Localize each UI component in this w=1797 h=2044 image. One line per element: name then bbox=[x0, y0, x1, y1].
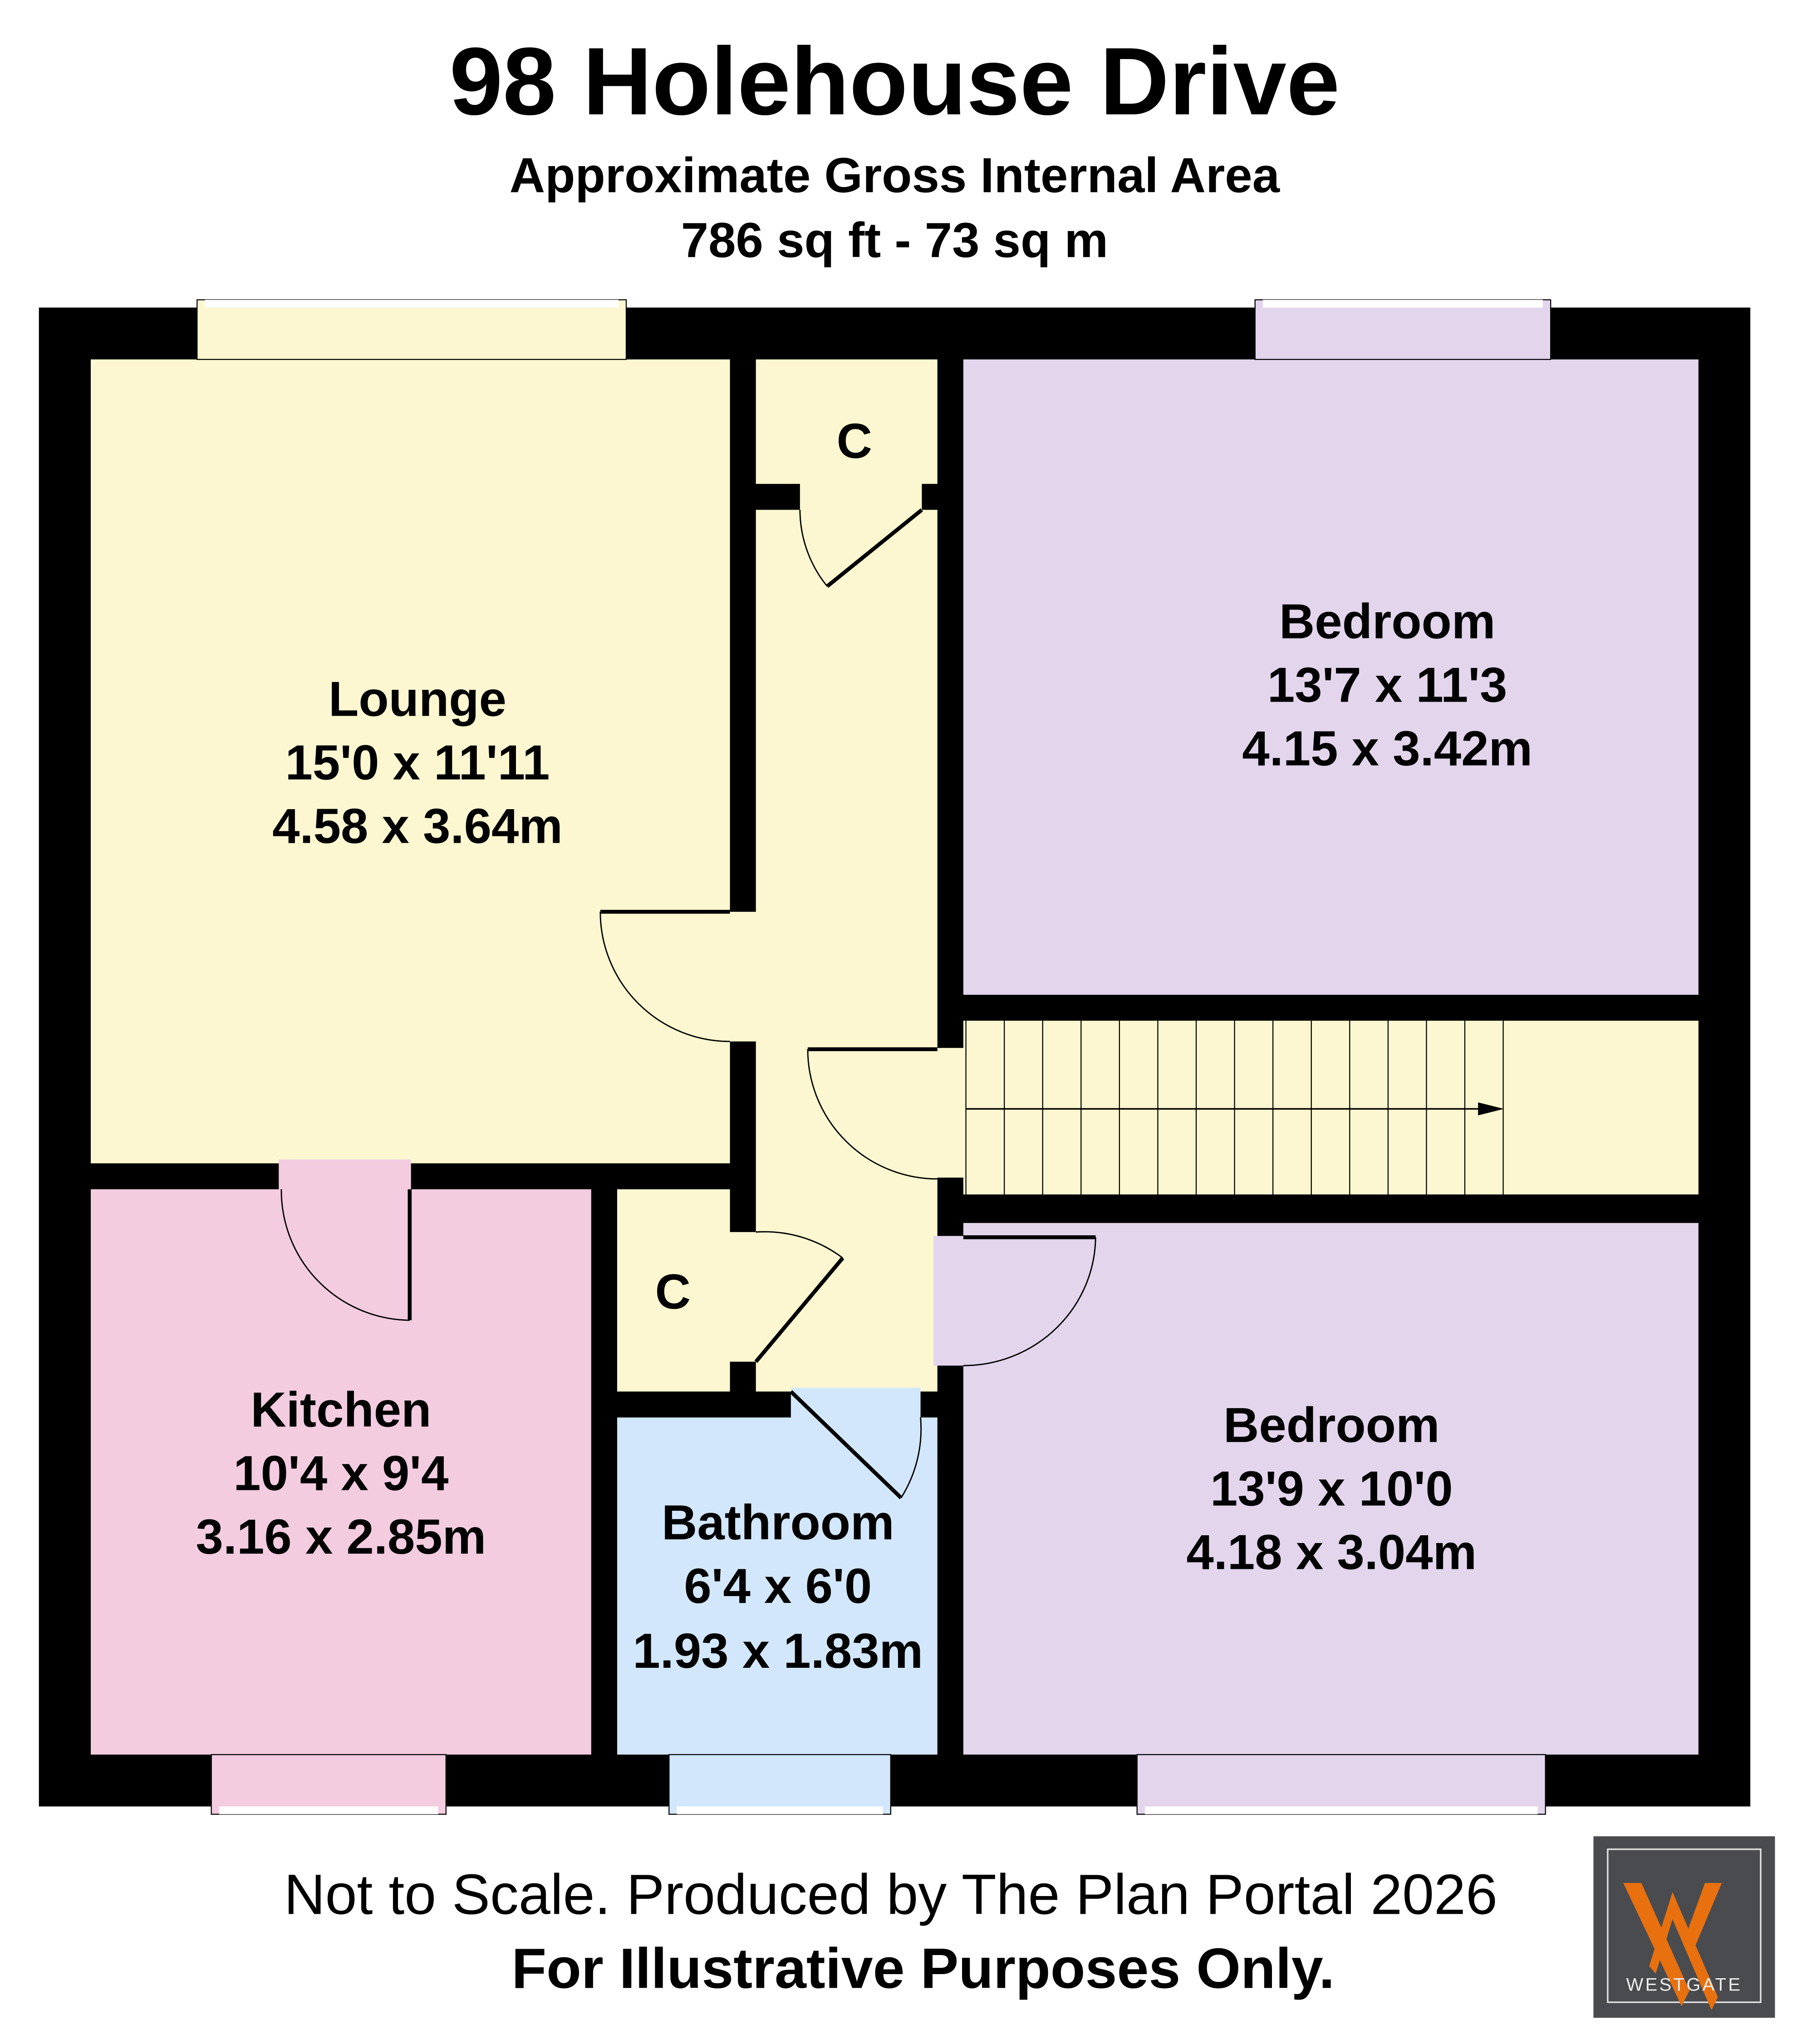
room-lounge: Lounge 15'0 x 11'11 4.58 x 3.64m bbox=[272, 672, 563, 854]
room-imperial: 13'7 x 11'3 bbox=[1267, 658, 1507, 712]
room-imperial: 6'4 x 6'0 bbox=[684, 1559, 872, 1614]
door-kitchen[interactable] bbox=[280, 1189, 412, 1321]
door-lounge[interactable] bbox=[599, 909, 730, 1042]
cupboard2-doorway bbox=[726, 1232, 760, 1362]
door-cupboard1[interactable] bbox=[799, 508, 923, 588]
room-cupboard2: C bbox=[655, 1264, 691, 1319]
room-cupboard1: C bbox=[837, 414, 872, 469]
kitchen-area bbox=[91, 1189, 591, 1755]
doors bbox=[280, 508, 1096, 1499]
staircase bbox=[965, 1021, 1504, 1195]
room-metric: 4.58 x 3.64m bbox=[272, 799, 563, 854]
window-lounge bbox=[196, 299, 627, 360]
window-bedroom1 bbox=[1254, 299, 1552, 360]
hall-opening-lounge bbox=[726, 912, 760, 1042]
room-name: Bathroom bbox=[662, 1495, 894, 1550]
room-kitchen: Kitchen 10'4 x 9'4 3.16 x 2.85m bbox=[196, 1382, 486, 1564]
door-bedroom2[interactable] bbox=[963, 1235, 1096, 1366]
gross-area: 786 sq ft - 73 sq m bbox=[681, 213, 1108, 268]
arrow-head-icon bbox=[1478, 1102, 1504, 1115]
room-imperial: 13'9 x 10'0 bbox=[1210, 1462, 1453, 1517]
room-metric: 1.93 x 1.83m bbox=[633, 1624, 923, 1679]
bathroom-area bbox=[617, 1417, 938, 1755]
windows bbox=[196, 299, 1552, 1815]
window-bathroom bbox=[668, 1754, 891, 1815]
stairs-area bbox=[963, 1021, 1699, 1194]
room-imperial: 15'0 x 11'11 bbox=[285, 736, 550, 791]
room-name: Bedroom bbox=[1223, 1398, 1440, 1453]
bedroom2-area bbox=[963, 1223, 1699, 1755]
svg-text:WESTGATE: WESTGATE bbox=[1626, 1975, 1743, 1995]
page-title: 98 Holehouse Drive bbox=[449, 28, 1340, 135]
room-bathroom: Bathroom 6'4 x 6'0 1.93 x 1.83m bbox=[633, 1495, 923, 1679]
room-name: Bedroom bbox=[1279, 594, 1496, 649]
cupboard1-area bbox=[756, 359, 938, 484]
bedroom1-area bbox=[963, 359, 1699, 995]
room-name: Kitchen bbox=[250, 1382, 431, 1437]
cupboard1-doorway bbox=[800, 480, 922, 514]
cupboard2-area bbox=[617, 1189, 730, 1392]
bathroom-doorway bbox=[790, 1387, 921, 1421]
stairs-doorway bbox=[933, 1048, 967, 1178]
door-bathroom[interactable] bbox=[789, 1390, 922, 1499]
footer-disclaimer: Not to Scale. Produced by The Plan Porta… bbox=[284, 1862, 1498, 1926]
lounge-area bbox=[91, 359, 730, 1164]
window-kitchen bbox=[211, 1754, 447, 1815]
westgate-logo: WESTGATE bbox=[1593, 1836, 1775, 2018]
room-imperial: 10'4 x 9'4 bbox=[233, 1446, 448, 1501]
subtitle: Approximate Gross Internal Area bbox=[510, 148, 1281, 203]
room-bedroom2: Bedroom 13'9 x 10'0 4.18 x 3.04m bbox=[1186, 1398, 1477, 1580]
door-cupboard2[interactable] bbox=[754, 1231, 844, 1363]
bedroom2-doorway bbox=[933, 1236, 967, 1366]
door-stairs[interactable] bbox=[807, 1047, 938, 1180]
hall-area bbox=[756, 510, 938, 1392]
kitchen-doorway bbox=[279, 1159, 411, 1194]
window-bedroom2 bbox=[1136, 1754, 1546, 1815]
room-name: Lounge bbox=[329, 672, 506, 727]
room-metric: 3.16 x 2.85m bbox=[196, 1509, 486, 1564]
room-metric: 4.18 x 3.04m bbox=[1186, 1525, 1477, 1580]
room-metric: 4.15 x 3.42m bbox=[1242, 721, 1532, 776]
footer-illustrative: For Illustrative Purposes Only. bbox=[511, 1936, 1335, 2000]
room-bedroom1: Bedroom 13'7 x 11'3 4.15 x 3.42m bbox=[1242, 594, 1532, 776]
